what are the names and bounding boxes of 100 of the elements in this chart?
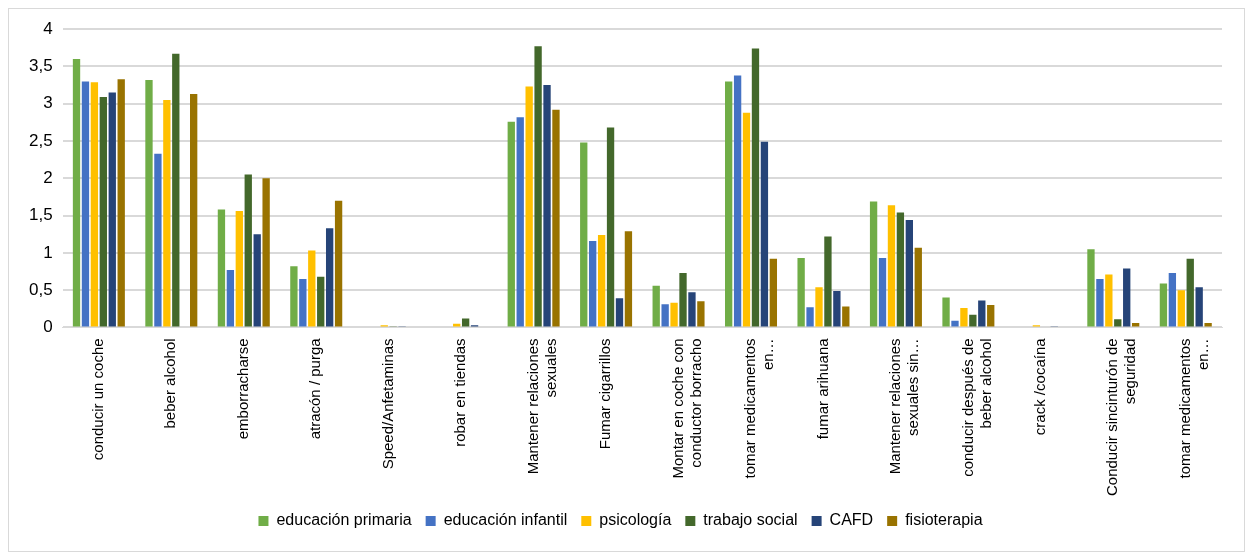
- bar: [1195, 287, 1203, 327]
- bar: [1096, 278, 1104, 327]
- bar: [163, 100, 171, 327]
- bar: [597, 234, 606, 327]
- x-tick-label: emborracharse: [233, 338, 251, 440]
- bar: [1186, 258, 1194, 327]
- bar: [806, 307, 814, 327]
- bar: [217, 209, 226, 327]
- bar: [1114, 319, 1122, 327]
- legend-label: CAFD: [829, 511, 874, 529]
- bar: [172, 53, 180, 327]
- bar: [815, 287, 823, 327]
- bar: [661, 304, 669, 327]
- x-tick-label: conducir un coche: [89, 338, 106, 461]
- bar: [905, 220, 913, 327]
- bar: [978, 300, 986, 327]
- x-tick-label: Conducir sincinturón de seguridad: [1103, 338, 1139, 497]
- x-tick-label: Mantener relaciones sexuales: [523, 338, 559, 475]
- bar: [914, 247, 922, 327]
- bar: [317, 276, 325, 327]
- bar: [1105, 274, 1113, 327]
- bar: [299, 278, 307, 327]
- bar: [334, 200, 343, 327]
- bar: [290, 266, 298, 327]
- legend-label: educación infantil: [443, 511, 568, 529]
- bar: [461, 318, 470, 327]
- bar: [842, 306, 850, 327]
- bar: [325, 228, 334, 327]
- bar: [235, 211, 243, 327]
- y-tick-label: 2: [43, 167, 53, 187]
- bar: [679, 272, 687, 327]
- bar: [725, 81, 733, 327]
- bar: [670, 302, 678, 327]
- legend-label: trabajo social: [703, 511, 798, 529]
- bar: [697, 301, 705, 327]
- bar: [824, 236, 832, 327]
- bar: [606, 127, 615, 327]
- bar: [878, 258, 887, 327]
- x-tick-label: Fumar cigarrillos: [596, 338, 614, 450]
- bar: [969, 314, 977, 327]
- bar: [1087, 249, 1095, 327]
- bar: [624, 231, 633, 327]
- y-tick-label: 1,5: [28, 205, 53, 225]
- bar: [589, 240, 597, 327]
- bar: [507, 121, 515, 327]
- bar: [145, 79, 153, 327]
- y-tick-label: 2,5: [28, 130, 53, 150]
- y-tick-label: 4: [43, 18, 53, 38]
- bar: [942, 297, 950, 327]
- bar: [742, 112, 751, 327]
- legend-label: psicología: [599, 511, 672, 529]
- y-tick-label: 0: [43, 317, 53, 337]
- bar: [262, 178, 270, 327]
- bar: [543, 85, 551, 327]
- bar: [896, 212, 905, 327]
- bar: [1168, 272, 1177, 327]
- bar: [99, 97, 107, 327]
- bar: [516, 117, 524, 327]
- bar: [833, 290, 841, 327]
- bar: [652, 285, 660, 327]
- bar: [534, 46, 542, 327]
- bar: [308, 250, 316, 327]
- x-tick-label: robar en tiendas: [451, 338, 469, 447]
- bar: [525, 86, 533, 327]
- bar: [887, 205, 896, 327]
- bar: [797, 258, 805, 327]
- bar: [253, 234, 261, 327]
- legend-label: educación primaria: [276, 511, 412, 529]
- y-tick-label: 0,5: [28, 279, 53, 299]
- bar: [226, 270, 235, 327]
- x-tick-label: fumar arihuana: [813, 337, 831, 440]
- y-tick-label: 1: [43, 242, 53, 262]
- bar: [72, 59, 81, 327]
- x-tick-label: Mantener relaciones sexuales sin…: [886, 338, 922, 475]
- bar: [1159, 283, 1168, 327]
- bar: [733, 75, 742, 327]
- x-tick-label: tomar medicamentos en…: [741, 338, 777, 479]
- bar: [688, 292, 696, 327]
- bar: [615, 298, 624, 327]
- bar: [760, 141, 769, 327]
- bar: [960, 308, 968, 327]
- bar: [81, 81, 90, 327]
- bar: [869, 201, 878, 327]
- legend-label: fisioterapia: [905, 511, 983, 529]
- x-tick-label: crack /cocaína: [1030, 337, 1048, 436]
- x-tick-label: atracón / purga: [306, 337, 324, 440]
- bar: [90, 82, 99, 327]
- bar: [552, 109, 560, 327]
- x-tick-label: tomar medicamentos en…: [1175, 338, 1211, 479]
- bar: [108, 92, 116, 327]
- bar: [1123, 268, 1131, 327]
- bar: [987, 305, 995, 327]
- bar: [580, 142, 588, 327]
- bar: [1204, 322, 1212, 327]
- bar: [751, 48, 760, 327]
- y-tick-label: 3: [43, 93, 53, 113]
- bar: [154, 153, 162, 327]
- x-tick-label: beber alcohol: [161, 338, 179, 429]
- y-tick-label: 3,5: [28, 56, 53, 76]
- bar: [190, 94, 198, 327]
